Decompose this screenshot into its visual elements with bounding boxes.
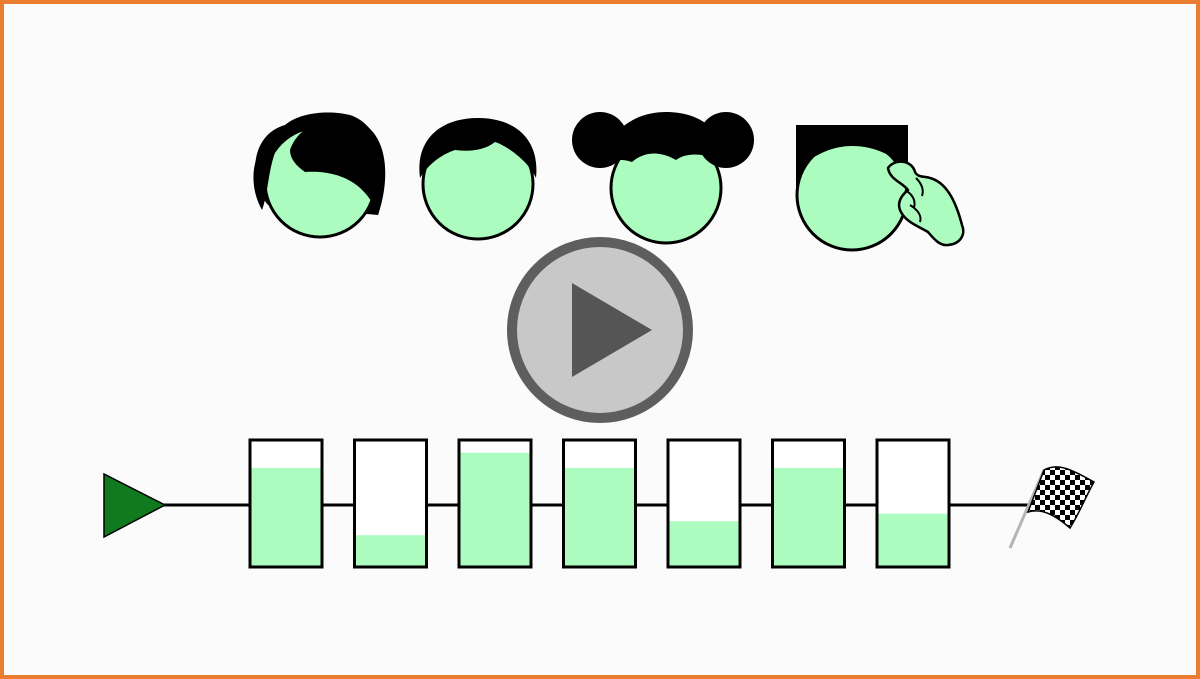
play-button[interactable] xyxy=(512,242,688,418)
stage-2-fill xyxy=(355,535,427,567)
checkered-flag-icon xyxy=(1010,467,1094,548)
stage-1-fill xyxy=(250,468,322,567)
person-4-avatar xyxy=(796,125,963,250)
stage-1 xyxy=(250,440,322,567)
stage-7-fill xyxy=(877,514,949,567)
stage-3-fill xyxy=(459,453,531,567)
stage-6-fill xyxy=(773,468,845,567)
person-2-avatar xyxy=(419,118,536,239)
stage-4 xyxy=(564,440,636,567)
stage-5-fill xyxy=(668,521,740,567)
person-3-avatar xyxy=(572,112,754,243)
stage-list xyxy=(250,440,949,567)
stage-5 xyxy=(668,440,740,567)
stage-6 xyxy=(773,440,845,567)
thinking-hand-icon xyxy=(888,162,963,246)
start-triangle-icon xyxy=(104,474,165,537)
stage-7 xyxy=(877,440,949,567)
stage-3 xyxy=(459,440,531,567)
person-1-avatar xyxy=(253,112,385,237)
stage-4-fill xyxy=(564,468,636,567)
stage-2 xyxy=(355,440,427,567)
flag-cloth xyxy=(1028,467,1094,528)
